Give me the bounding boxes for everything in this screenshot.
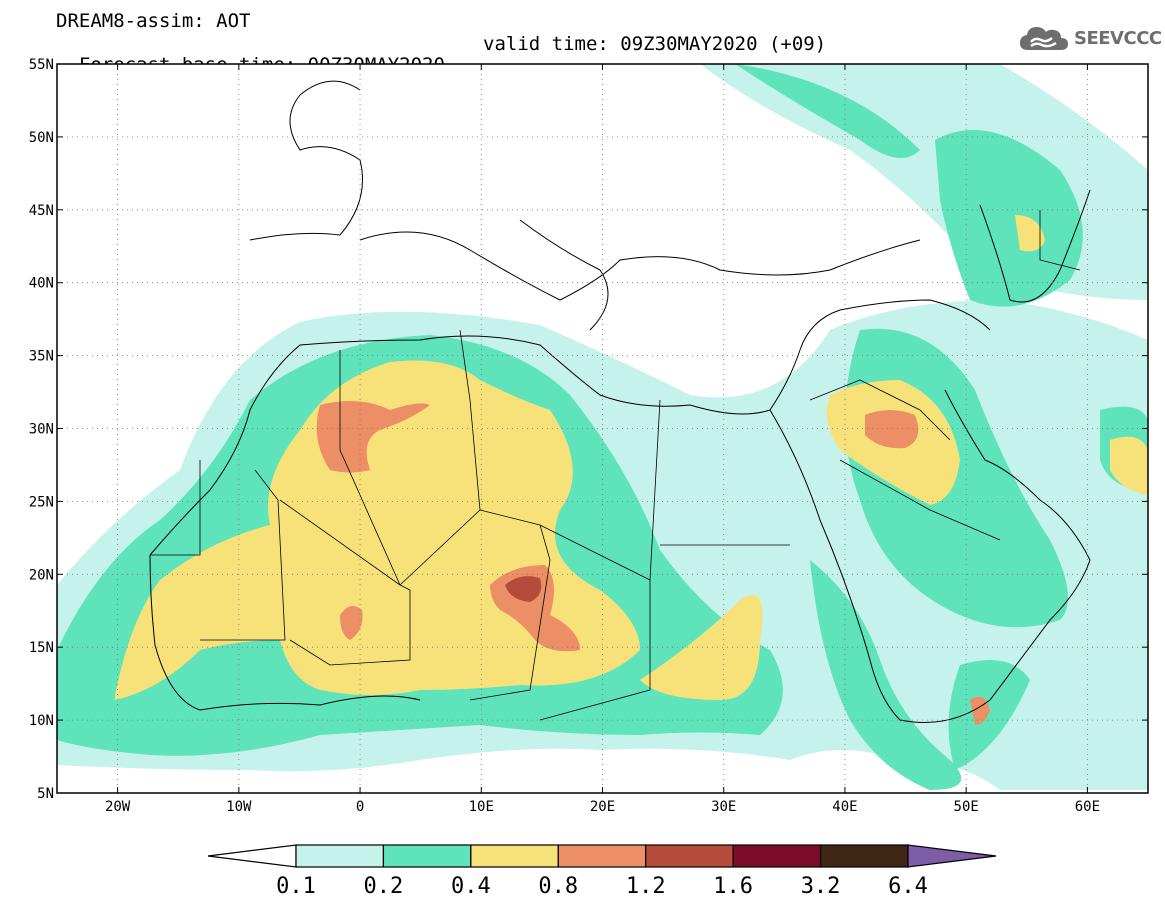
- colorbar-segment: [819, 844, 909, 868]
- seevccc-logo: SEEVCCC: [1018, 20, 1162, 56]
- colorbar-label: 0.2: [364, 874, 404, 899]
- graticule: [57, 64, 1148, 793]
- lat-tick-label: 35N: [29, 349, 54, 365]
- colorbar-label: 0.4: [451, 874, 491, 899]
- colorbar-segment: [382, 844, 472, 868]
- product-title: DREAM8-assim: AOT: [56, 10, 251, 32]
- lat-tick-label: 55N: [29, 57, 54, 73]
- colorbar-segment: [295, 844, 385, 868]
- lat-tick-label: 20N: [29, 567, 54, 583]
- colorbar-segment: [732, 844, 822, 868]
- colorbar: 0.1 0.2 0.4 0.8 1.2 1.6 3.2 6.4: [207, 844, 997, 899]
- cloud-icon: [1020, 27, 1068, 50]
- colorbar-segment: [470, 844, 559, 868]
- lat-tick-label: 45N: [29, 203, 54, 219]
- colorbar-segment: [557, 844, 647, 868]
- colorbar-label: 1.2: [626, 874, 666, 899]
- country-borders: [150, 210, 1081, 721]
- lon-tick-label: 50E: [954, 799, 979, 815]
- lat-tick-label: 5N: [37, 786, 54, 802]
- aot-level-1-2: [505, 576, 542, 602]
- lon-tick-label: 10E: [469, 799, 494, 815]
- colorbar-label: 0.1: [276, 874, 316, 899]
- lon-tick-label: 0: [356, 799, 364, 815]
- aot-level-0-4: [115, 215, 1148, 700]
- lon-tick-label: 20E: [590, 799, 615, 815]
- colorbar-under-triangle: [207, 844, 297, 868]
- colorbar-label: 6.4: [888, 874, 928, 899]
- colorbar-label: 3.2: [801, 874, 841, 899]
- aot-field: [57, 64, 1148, 793]
- lat-tick-label: 15N: [29, 640, 54, 656]
- map-ticks: 55N 50N 45N 40N 35N 30N 25N 20N 15N 10N 5N 20W 10W 0 1…: [29, 57, 1148, 815]
- colorbar-segment: [645, 844, 734, 868]
- lat-tick-label: 30N: [29, 422, 54, 438]
- lon-tick-label: 10W: [226, 799, 252, 815]
- lon-tick-label: 20W: [105, 799, 131, 815]
- colorbar-over-triangle: [907, 844, 997, 868]
- coastlines: [149, 80, 1091, 723]
- lat-tick-label: 40N: [29, 276, 54, 292]
- lat-tick-label: 50N: [29, 130, 54, 146]
- valid-time: valid time: 09Z30MAY2020 (+09): [483, 33, 827, 55]
- lat-tick-label: 10N: [29, 713, 54, 729]
- lon-tick-label: 40E: [832, 799, 857, 815]
- logo-text: SEEVCCC: [1074, 27, 1162, 49]
- colorbar-label: 1.6: [713, 874, 753, 899]
- colorbar-label: 0.8: [538, 874, 578, 899]
- lon-tick-label: 60E: [1075, 799, 1100, 815]
- lon-tick-label: 30E: [711, 799, 736, 815]
- lat-tick-label: 25N: [29, 494, 54, 510]
